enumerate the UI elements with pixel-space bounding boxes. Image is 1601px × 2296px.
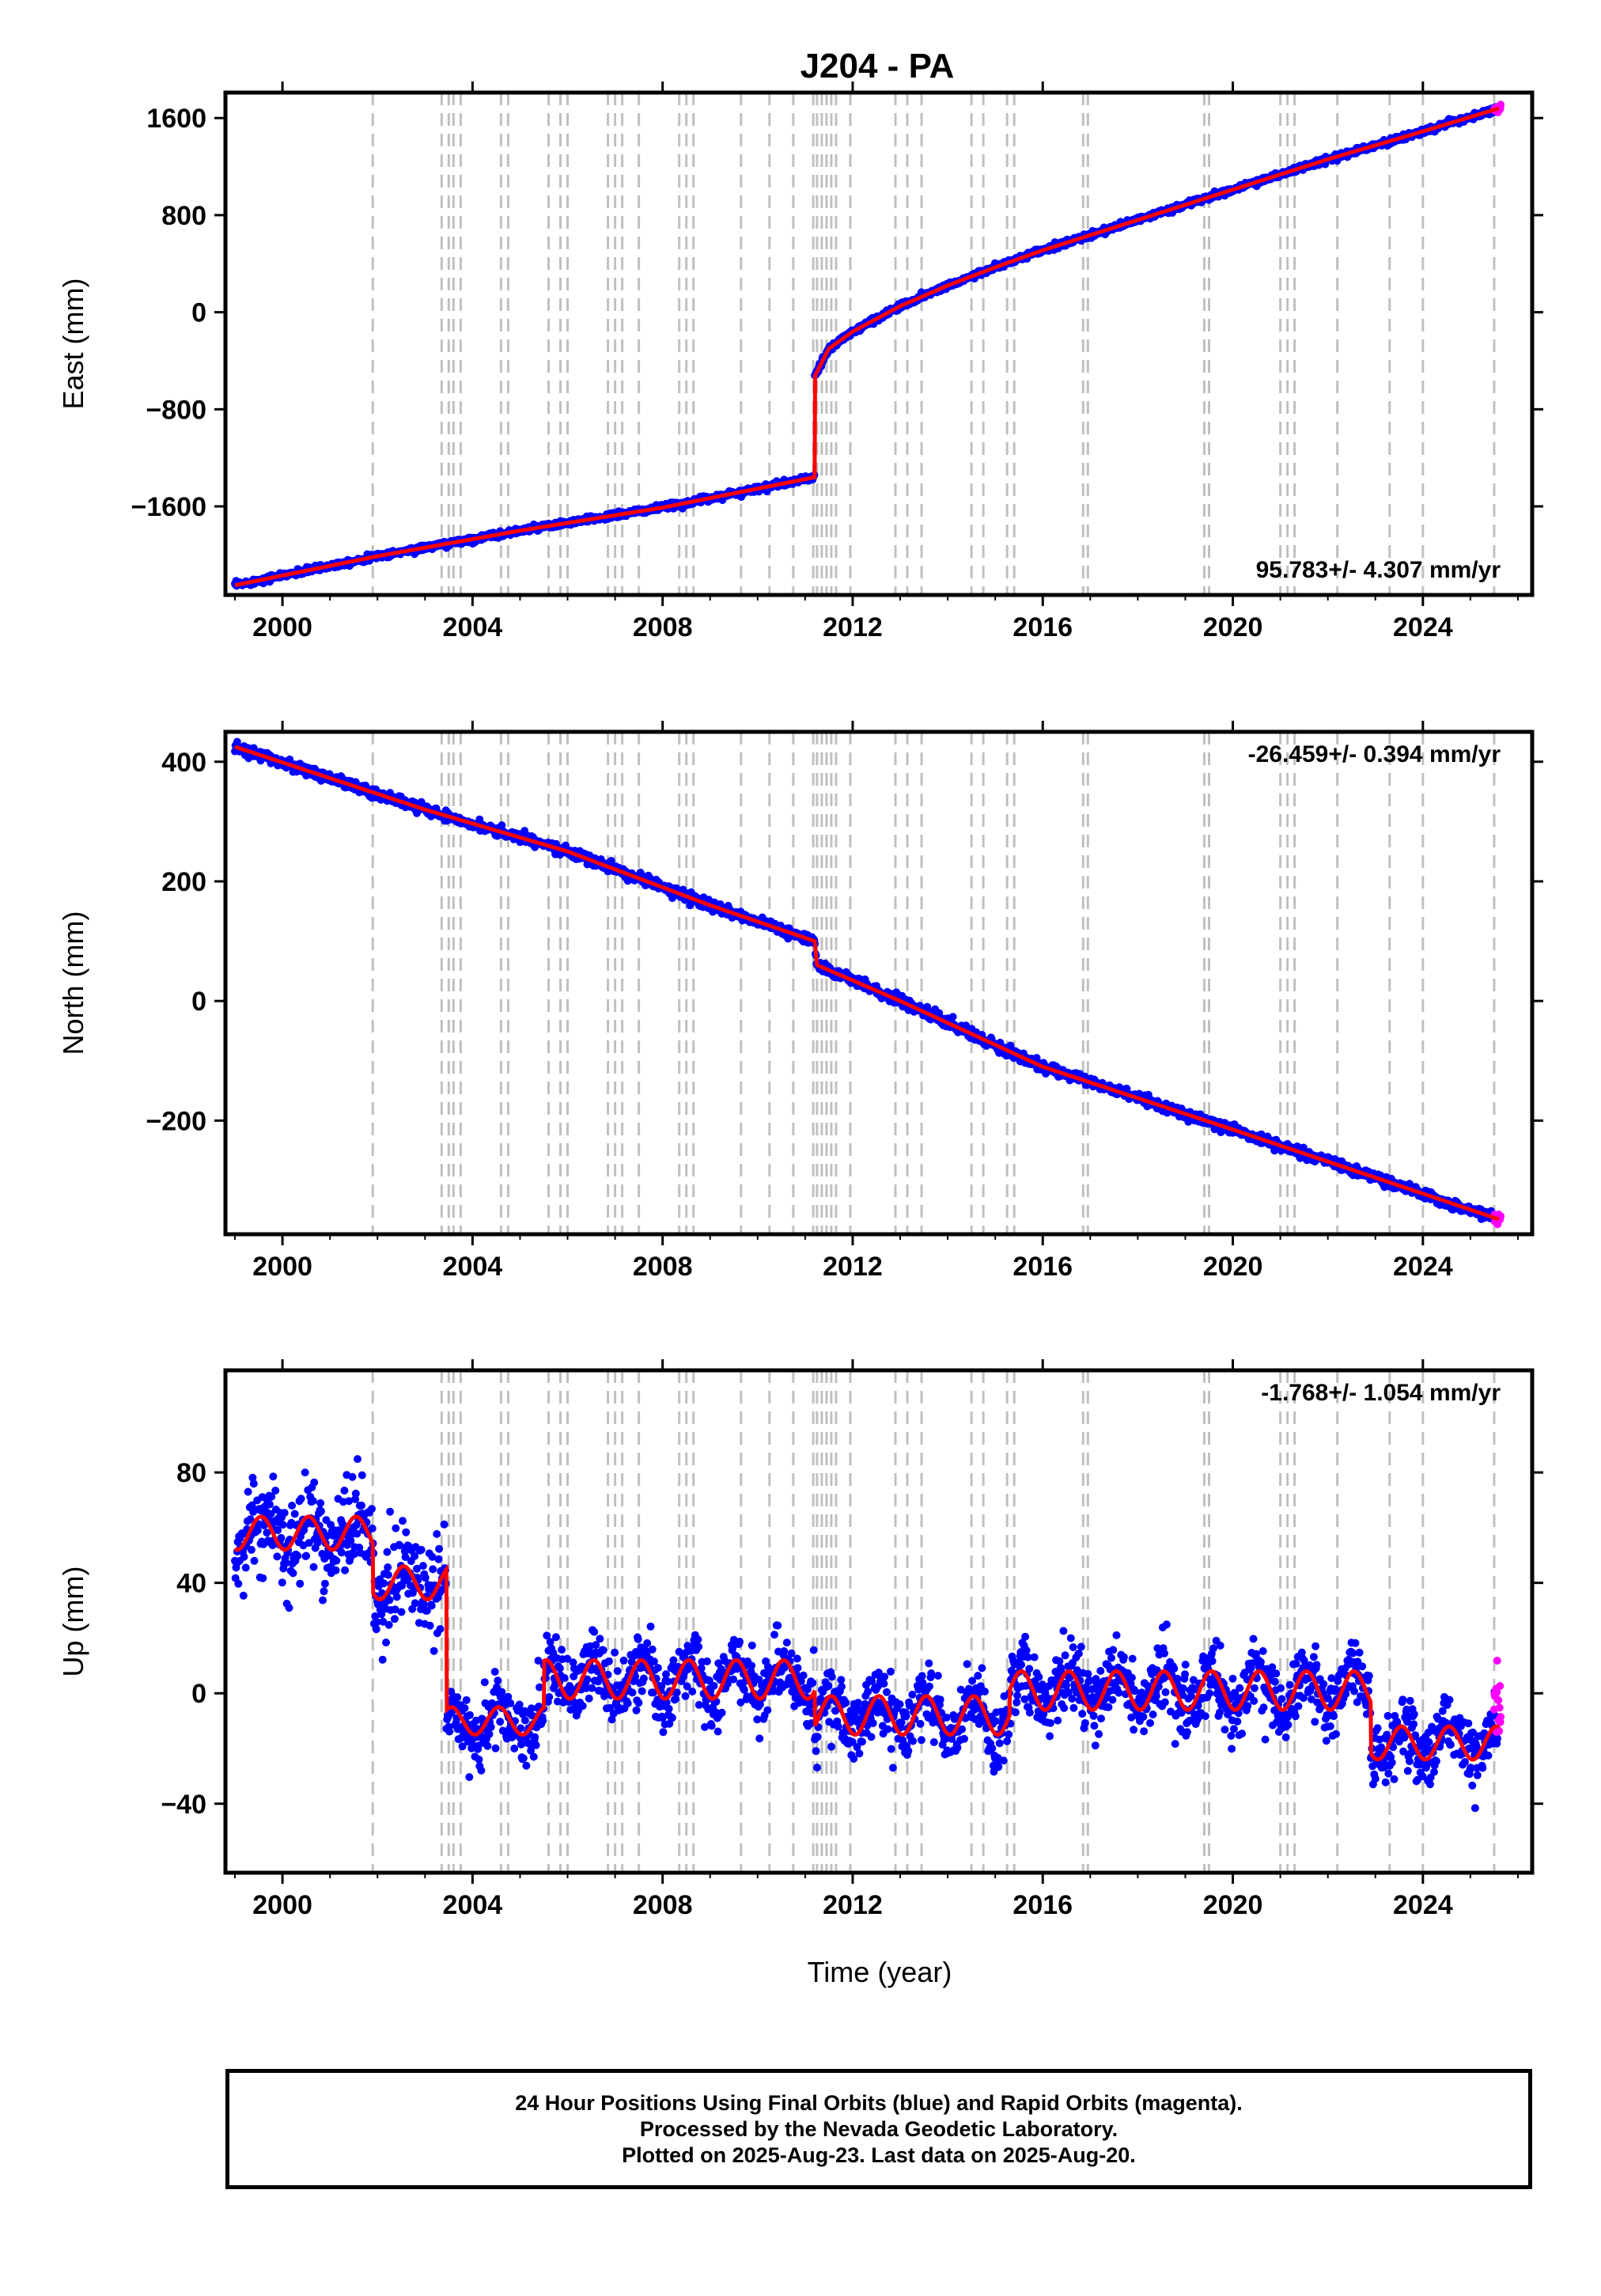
y-tick-label: 200 — [161, 867, 206, 897]
y-tick-label: 0 — [191, 298, 206, 328]
data-point — [340, 1487, 349, 1495]
data-point — [297, 1495, 305, 1503]
x-tick-label: 2024 — [1393, 1252, 1453, 1282]
rate-label: 95.783+/- 4.307 mm/yr — [1256, 557, 1501, 583]
panel-north: 2000 2004 2008 2012 2016 2020 2024 −200 0 200 400 N… — [57, 721, 1543, 1282]
y-axis-label: East (mm) — [57, 278, 89, 410]
data-point — [332, 1556, 341, 1565]
series-final-orbits — [231, 103, 1503, 590]
x-tick-label: 2016 — [1012, 1252, 1073, 1282]
model-line — [234, 106, 1500, 588]
y-axis-label: North (mm) — [57, 911, 89, 1055]
data-point — [244, 1487, 252, 1496]
data-point — [358, 1471, 366, 1480]
y-tick-label: −1600 — [131, 492, 207, 522]
y-tick-label: 1600 — [146, 104, 206, 134]
series-final-orbits — [231, 737, 1503, 1226]
data-point — [301, 1468, 309, 1477]
x-tick-label: 2000 — [252, 1252, 312, 1282]
x-tick-label: 2016 — [1012, 612, 1073, 642]
chart-title: J204 - PA — [800, 47, 955, 85]
data-point — [278, 1578, 286, 1587]
y-tick-label: 0 — [191, 987, 206, 1017]
data-point — [316, 1507, 325, 1516]
data-point — [249, 1480, 258, 1488]
data-point — [290, 1510, 299, 1518]
data-point — [234, 1579, 243, 1588]
data-point — [351, 1489, 360, 1498]
x-tick-label: 2008 — [633, 1252, 693, 1282]
data-point — [320, 1587, 328, 1596]
data-point — [269, 1472, 278, 1481]
data-point — [308, 1497, 317, 1506]
data-point — [240, 1552, 248, 1561]
x-tick-label: 2004 — [443, 1252, 503, 1282]
x-tick-label: 2004 — [443, 612, 503, 642]
y-axis: −200 0 200 400 — [146, 748, 1543, 1136]
data-point — [293, 1552, 302, 1560]
data-point — [280, 1509, 289, 1517]
rate-label: -26.459+/- 0.394 mm/yr — [1248, 741, 1501, 767]
data-point — [259, 1574, 267, 1582]
data-point — [271, 1487, 280, 1495]
data-point — [241, 1563, 250, 1572]
panels: 2000 2004 2008 2012 2016 2020 2024−1600−800080… — [57, 81, 1543, 1920]
data-point — [239, 1591, 248, 1600]
plot-area — [231, 732, 1505, 1234]
data-point — [285, 1604, 293, 1612]
y-tick-label: −200 — [146, 1106, 206, 1136]
data-point — [320, 1579, 329, 1588]
data-point — [354, 1455, 361, 1464]
data-point — [337, 1548, 346, 1557]
plot-area — [231, 93, 1505, 595]
data-point — [288, 1502, 297, 1510]
data-point — [273, 1552, 282, 1561]
data-point — [948, 1013, 957, 1021]
plot-area — [231, 1370, 1505, 1873]
data-point — [316, 1498, 325, 1507]
x-tick-label: 2008 — [633, 612, 693, 642]
data-point — [348, 1472, 357, 1481]
data-point — [372, 1625, 380, 1634]
x-tick-label: 2024 — [1393, 612, 1453, 642]
data-point — [319, 1596, 327, 1605]
data-point — [368, 1505, 376, 1514]
data-point — [278, 1521, 287, 1529]
data-point — [331, 1566, 340, 1574]
data-point — [358, 1501, 365, 1510]
data-point — [247, 1545, 255, 1554]
data-point — [341, 1566, 350, 1574]
data-point — [296, 1579, 305, 1588]
plot-frame — [223, 90, 1535, 597]
data-point — [289, 1569, 297, 1578]
panel-east: 2000 2004 2008 2012 2016 2020 2024 −1600 −800 0 80… — [57, 81, 1543, 642]
data-point — [310, 1478, 319, 1487]
y-tick-label: −800 — [146, 395, 206, 425]
data-point — [309, 1563, 318, 1571]
data-point — [266, 1500, 274, 1509]
series-final-orbits — [231, 1455, 1503, 1813]
x-tick-label: 2000 — [252, 612, 312, 642]
y-tick-label: 400 — [161, 748, 206, 778]
y-tick-label: 800 — [161, 201, 206, 231]
data-point — [250, 1556, 259, 1565]
data-point — [368, 1524, 377, 1533]
x-tick-label: 2020 — [1203, 612, 1263, 642]
x-tick-label: 2012 — [823, 612, 883, 642]
x-tick-label: 2012 — [823, 1252, 883, 1282]
data-point — [302, 1552, 311, 1560]
x-tick-label: 2020 — [1203, 1252, 1263, 1282]
